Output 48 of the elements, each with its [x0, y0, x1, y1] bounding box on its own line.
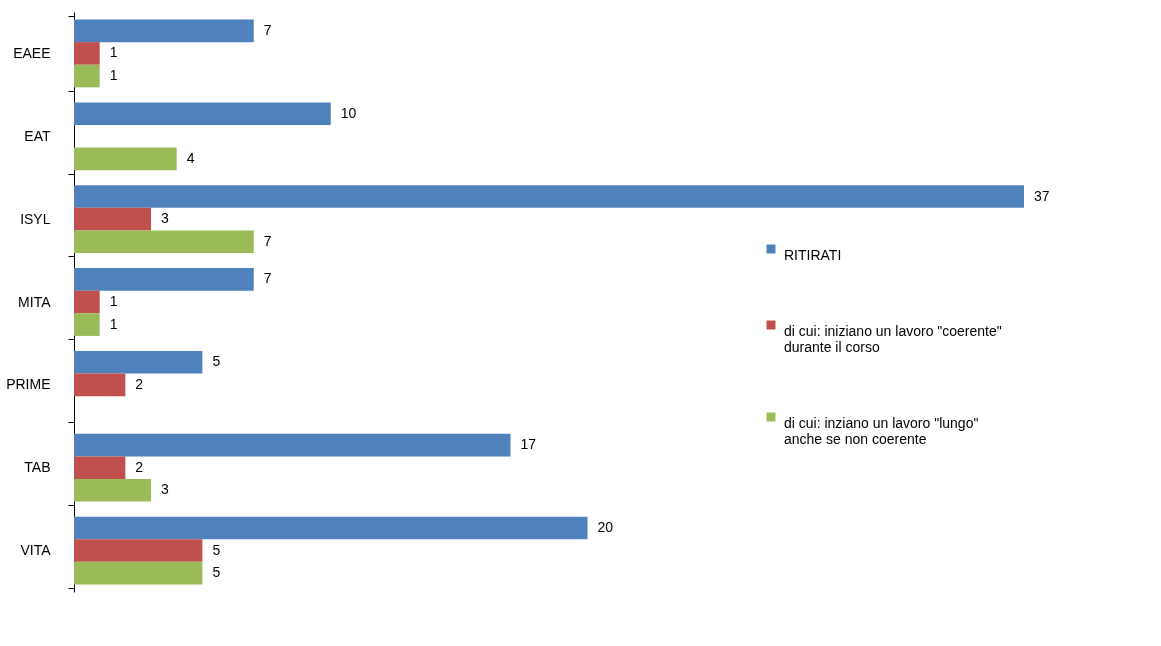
- data-label: 1: [109, 44, 118, 61]
- data-label: 3: [161, 481, 170, 498]
- y-tick-label: EAEE: [13, 44, 51, 61]
- bar: [74, 64, 100, 88]
- bar: [74, 230, 254, 254]
- data-label: 2: [135, 375, 144, 392]
- bar: [74, 373, 126, 397]
- data-label: 1: [109, 315, 118, 332]
- data-label: 5: [212, 541, 221, 558]
- y-tick-label: TAB: [24, 459, 51, 476]
- data-label: 5: [212, 564, 221, 581]
- data-label: 4: [186, 149, 195, 166]
- data-label: 7: [263, 21, 272, 38]
- bar: [74, 561, 203, 585]
- bar: [74, 147, 177, 171]
- data-label: 20: [597, 518, 614, 535]
- data-label: 5: [212, 353, 221, 370]
- bar: [74, 290, 100, 314]
- data-label: 17: [520, 436, 537, 453]
- bar: [74, 42, 100, 65]
- bar: [74, 516, 588, 540]
- bar: [74, 433, 511, 457]
- legend-label: di cui: iniziano un lavoro "coerente" durante il corso: [784, 323, 1002, 355]
- data-label: 2: [135, 458, 144, 475]
- bar: [74, 185, 1024, 208]
- bar: [74, 268, 254, 291]
- data-label: 7: [263, 232, 272, 249]
- bar: [74, 313, 100, 336]
- bar: [74, 539, 203, 562]
- data-label: 10: [340, 104, 357, 121]
- y-tick-label: VITA: [20, 542, 52, 559]
- data-label: 37: [1034, 187, 1050, 204]
- data-label: 1: [109, 293, 118, 309]
- bar: [74, 102, 331, 125]
- data-label: 1: [109, 67, 118, 84]
- y-tick-label: MITA: [18, 293, 52, 310]
- bar: [74, 207, 152, 231]
- bar: [74, 19, 254, 43]
- legend-label: di cui: inziano un lavoro "lungo" anche se non coerente: [784, 415, 979, 447]
- bar: [74, 350, 203, 374]
- bar: [74, 456, 126, 480]
- y-tick-label: PRIME: [6, 376, 51, 393]
- legend-label: RITIRATI: [784, 247, 842, 263]
- y-tick-label: ISYL: [20, 210, 51, 227]
- data-label: 7: [263, 270, 272, 287]
- y-tick-label: EAT: [24, 127, 51, 144]
- bar: [74, 479, 152, 502]
- data-label: 3: [161, 210, 170, 227]
